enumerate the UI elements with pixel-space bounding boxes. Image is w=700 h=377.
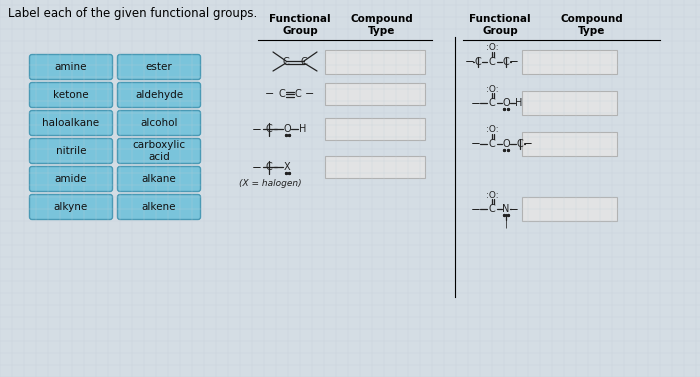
Text: −: − xyxy=(471,202,481,216)
Text: Compound
Type: Compound Type xyxy=(561,14,624,35)
Text: aldehyde: aldehyde xyxy=(135,90,183,100)
Text: C: C xyxy=(265,162,272,172)
FancyBboxPatch shape xyxy=(325,83,425,105)
Text: haloalkane: haloalkane xyxy=(43,118,99,128)
Text: C: C xyxy=(283,57,289,67)
FancyBboxPatch shape xyxy=(29,110,113,135)
FancyBboxPatch shape xyxy=(29,83,113,107)
Text: |: | xyxy=(505,218,508,228)
Text: alkene: alkene xyxy=(141,202,176,212)
Text: H: H xyxy=(300,124,307,134)
FancyBboxPatch shape xyxy=(325,50,425,74)
Text: Compound
Type: Compound Type xyxy=(351,14,414,35)
Text: (X = halogen): (X = halogen) xyxy=(239,178,301,187)
Text: −: − xyxy=(305,89,315,99)
Text: C: C xyxy=(489,98,496,108)
Text: C: C xyxy=(295,89,302,99)
Text: Functional
Group: Functional Group xyxy=(469,14,531,35)
Text: O: O xyxy=(284,124,290,134)
Text: :O:: :O: xyxy=(486,84,498,93)
FancyBboxPatch shape xyxy=(118,55,200,80)
Text: O: O xyxy=(502,139,510,149)
FancyBboxPatch shape xyxy=(118,83,200,107)
Text: carboxylic
acid: carboxylic acid xyxy=(132,140,186,162)
Text: −: − xyxy=(265,89,274,99)
Text: :O:: :O: xyxy=(486,126,498,135)
Text: −: − xyxy=(252,123,262,135)
Text: alkane: alkane xyxy=(141,174,176,184)
FancyBboxPatch shape xyxy=(118,110,200,135)
Text: H: H xyxy=(515,98,523,108)
Text: −: − xyxy=(523,138,533,150)
Text: C: C xyxy=(300,57,307,67)
Text: −: − xyxy=(471,138,481,150)
Text: C: C xyxy=(517,139,524,149)
Text: −: − xyxy=(465,55,475,69)
Text: ketone: ketone xyxy=(53,90,89,100)
Text: :O:: :O: xyxy=(486,190,498,199)
Text: C: C xyxy=(279,89,286,99)
Text: O: O xyxy=(502,98,510,108)
Text: amine: amine xyxy=(55,62,88,72)
FancyBboxPatch shape xyxy=(29,195,113,219)
Text: −: − xyxy=(471,97,481,109)
FancyBboxPatch shape xyxy=(29,138,113,164)
Text: C: C xyxy=(489,204,496,214)
Text: amide: amide xyxy=(55,174,88,184)
FancyBboxPatch shape xyxy=(325,118,425,140)
FancyBboxPatch shape xyxy=(118,195,200,219)
FancyBboxPatch shape xyxy=(29,167,113,192)
Text: −: − xyxy=(509,55,519,69)
FancyBboxPatch shape xyxy=(118,167,200,192)
Text: C: C xyxy=(265,124,272,134)
FancyBboxPatch shape xyxy=(522,91,617,115)
Text: Functional
Group: Functional Group xyxy=(270,14,331,35)
Text: −: − xyxy=(252,161,262,173)
Text: alkyne: alkyne xyxy=(54,202,88,212)
Text: C: C xyxy=(489,139,496,149)
FancyBboxPatch shape xyxy=(522,132,617,156)
Text: alcohol: alcohol xyxy=(140,118,178,128)
Text: C: C xyxy=(475,57,482,67)
Text: −: − xyxy=(509,202,519,216)
Text: X: X xyxy=(284,162,290,172)
FancyBboxPatch shape xyxy=(325,156,425,178)
Text: :O:: :O: xyxy=(486,43,498,52)
Text: ester: ester xyxy=(146,62,172,72)
Text: Label each of the given functional groups.: Label each of the given functional group… xyxy=(8,7,258,20)
FancyBboxPatch shape xyxy=(29,55,113,80)
Text: C: C xyxy=(503,57,510,67)
Text: C: C xyxy=(489,57,496,67)
Text: N: N xyxy=(503,204,510,214)
FancyBboxPatch shape xyxy=(118,138,200,164)
Text: nitrile: nitrile xyxy=(56,146,86,156)
FancyBboxPatch shape xyxy=(522,50,617,74)
FancyBboxPatch shape xyxy=(522,197,617,221)
